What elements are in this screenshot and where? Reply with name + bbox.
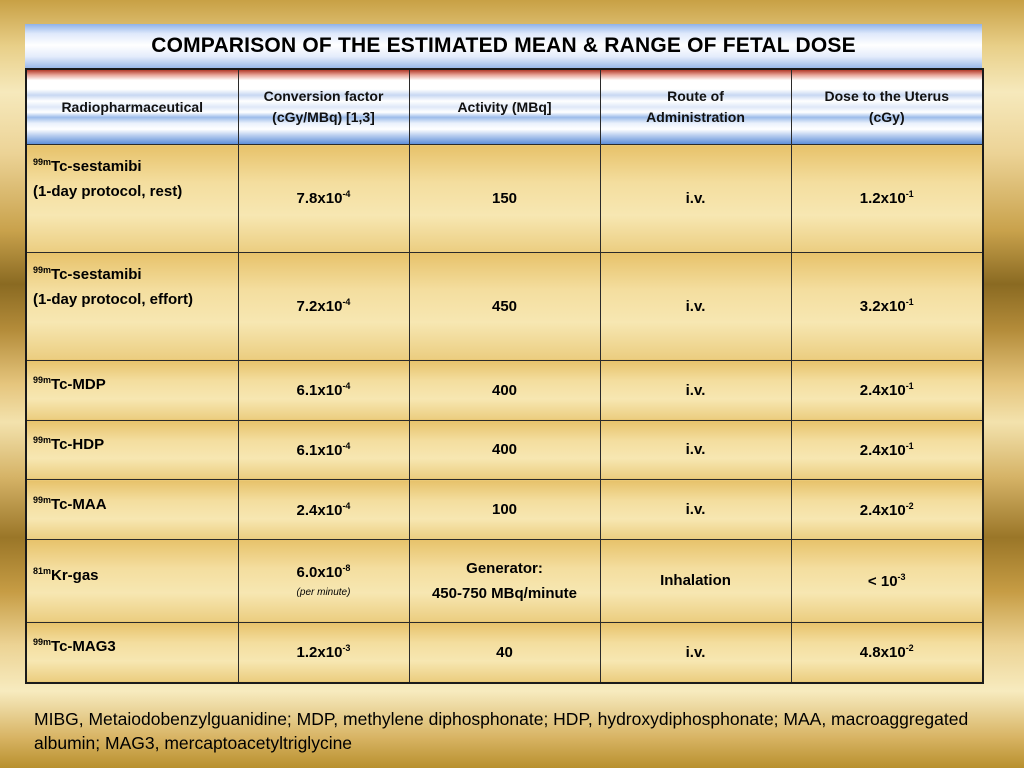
cell-activity: 450	[408, 251, 601, 361]
cell-conversion-factor: 2.4x10-4	[237, 479, 410, 540]
table-row: 99mTc-sestamibi (1-day protocol, rest) 7.…	[25, 144, 984, 253]
cell-route: i.v.	[599, 419, 792, 481]
cell-conversion-factor: 6.1x10-4	[237, 419, 410, 481]
header-activity: Activity (MBq]	[408, 68, 601, 145]
table-row: 99mTc-MAG3 1.2x10-3 40 i.v. 4.8x10-2	[25, 621, 984, 684]
cell-radiopharmaceutical: 99mTc-sestamibi (1-day protocol, rest)	[25, 144, 239, 253]
cell-radiopharmaceutical: 99mTc-MAG3	[25, 621, 239, 684]
cell-dose: 1.2x10-1	[790, 144, 984, 253]
table-row: 99mTc-MAA 2.4x10-4 100 i.v. 2.4x10-2	[25, 479, 984, 540]
slide-title-bar: COMPARISON OF THE ESTIMATED MEAN & RANGE…	[25, 24, 982, 68]
cell-route: i.v.	[599, 621, 792, 684]
cell-radiopharmaceutical: 81mKr-gas	[25, 538, 239, 623]
cell-activity: 150	[408, 144, 601, 253]
header-route: Route of Administration	[599, 68, 792, 145]
cell-route: i.v.	[599, 251, 792, 361]
table-row: 99mTc-sestamibi (1-day protocol, effort) …	[25, 251, 984, 361]
cell-dose: 4.8x10-2	[790, 621, 984, 684]
cell-conversion-factor: 6.1x10-4	[237, 359, 410, 421]
cell-activity: Generator: 450-750 MBq/minute	[408, 538, 601, 623]
table-row: 81mKr-gas 6.0x10-8 (per minute) Generator…	[25, 538, 984, 623]
cell-dose: 2.4x10-1	[790, 359, 984, 421]
table-row: 99mTc-MDP 6.1x10-4 400 i.v. 2.4x10-1	[25, 359, 984, 421]
cell-route: Inhalation	[599, 538, 792, 623]
cell-route: i.v.	[599, 479, 792, 540]
cell-radiopharmaceutical: 99mTc-sestamibi (1-day protocol, effort)	[25, 251, 239, 361]
cell-activity: 40	[408, 621, 601, 684]
table-header-row: Radiopharmaceutical Conversion factor (cG…	[25, 68, 984, 145]
table-row: 99mTc-HDP 6.1x10-4 400 i.v. 2.4x10-1	[25, 419, 984, 481]
header-radiopharmaceutical: Radiopharmaceutical	[25, 68, 239, 145]
header-dose-to-uterus: Dose to the Uterus (cGy)	[790, 68, 984, 145]
cell-dose: < 10-3	[790, 538, 984, 623]
cell-radiopharmaceutical: 99mTc-MAA	[25, 479, 239, 540]
cell-route: i.v.	[599, 359, 792, 421]
cell-radiopharmaceutical: 99mTc-MDP	[25, 359, 239, 421]
header-conversion-factor: Conversion factor (cGy/MBq) [1,3]	[237, 68, 410, 145]
cell-dose: 2.4x10-2	[790, 479, 984, 540]
cell-dose: 2.4x10-1	[790, 419, 984, 481]
cell-activity: 400	[408, 419, 601, 481]
cell-activity: 400	[408, 359, 601, 421]
cell-dose: 3.2x10-1	[790, 251, 984, 361]
abbreviations-footnote: MIBG, Metaiodobenzylguanidine; MDP, meth…	[34, 709, 969, 753]
cell-route: i.v.	[599, 144, 792, 253]
cell-conversion-factor: 1.2x10-3	[237, 621, 410, 684]
fetal-dose-table: Radiopharmaceutical Conversion factor (cG…	[25, 68, 984, 684]
cell-conversion-factor: 7.2x10-4	[237, 251, 410, 361]
cell-conversion-factor: 7.8x10-4	[237, 144, 410, 253]
slide-title: COMPARISON OF THE ESTIMATED MEAN & RANGE…	[151, 34, 856, 57]
cell-radiopharmaceutical: 99mTc-HDP	[25, 419, 239, 481]
cell-conversion-factor: 6.0x10-8 (per minute)	[237, 538, 410, 623]
cell-activity: 100	[408, 479, 601, 540]
per-minute-note: (per minute)	[296, 587, 351, 599]
